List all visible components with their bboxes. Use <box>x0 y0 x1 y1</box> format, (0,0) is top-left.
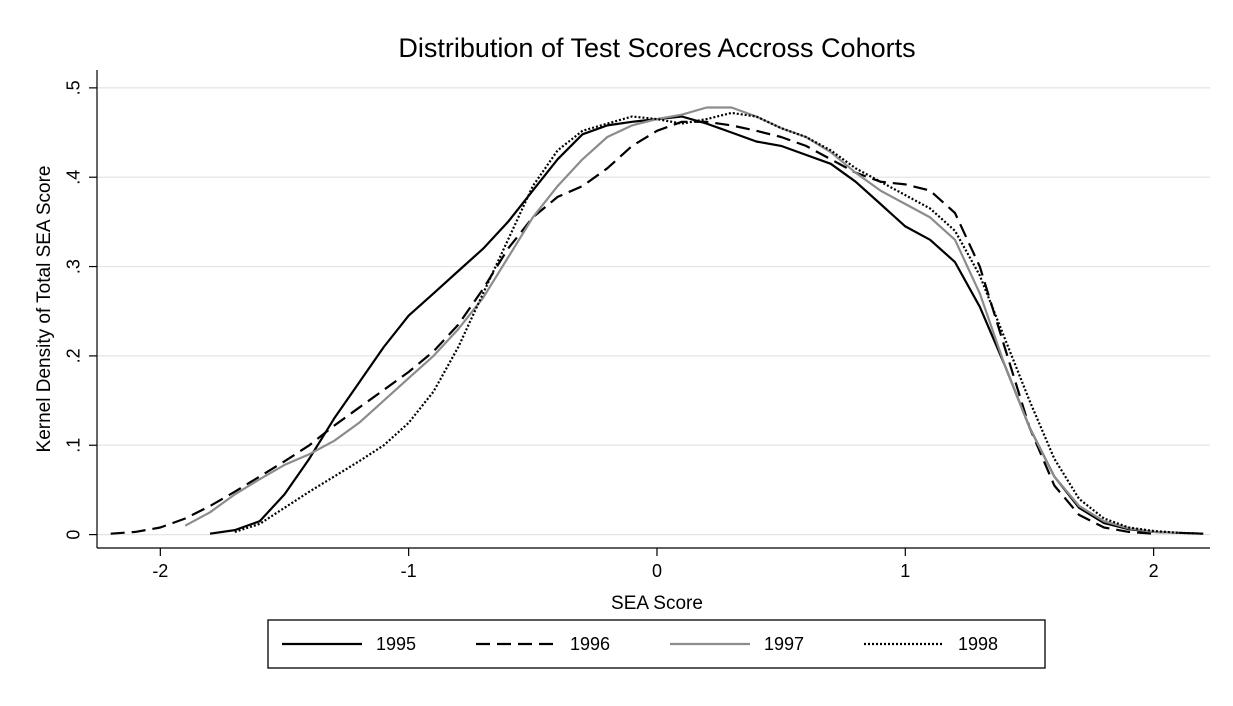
legend-label: 1996 <box>570 634 610 654</box>
series-line <box>234 111 1204 535</box>
y-tick-label: .1 <box>64 438 84 453</box>
y-tick-label: 0 <box>64 530 84 540</box>
series-line <box>110 120 1154 535</box>
x-tick-label: 2 <box>1149 561 1159 581</box>
y-tick-label: .5 <box>64 80 84 95</box>
y-axis-label: Kernel Density of Total SEA Score <box>34 166 55 453</box>
x-tick-label: -1 <box>401 561 417 581</box>
legend-label: 1995 <box>376 634 416 654</box>
x-tick-label: 1 <box>900 561 910 581</box>
chart-title: Distribution of Test Scores Accross Coho… <box>398 33 915 63</box>
legend-box <box>267 619 1046 669</box>
legend-label: 1998 <box>958 634 998 654</box>
x-tick-label: -2 <box>152 561 168 581</box>
legend-label: 1997 <box>764 634 804 654</box>
y-tick-label: .4 <box>64 170 84 185</box>
series-line <box>184 106 1179 534</box>
y-tick-label: .3 <box>64 259 84 274</box>
y-tick-label: .2 <box>64 348 84 363</box>
x-tick-label: 0 <box>652 561 662 581</box>
x-axis-label: SEA Score <box>611 593 703 614</box>
